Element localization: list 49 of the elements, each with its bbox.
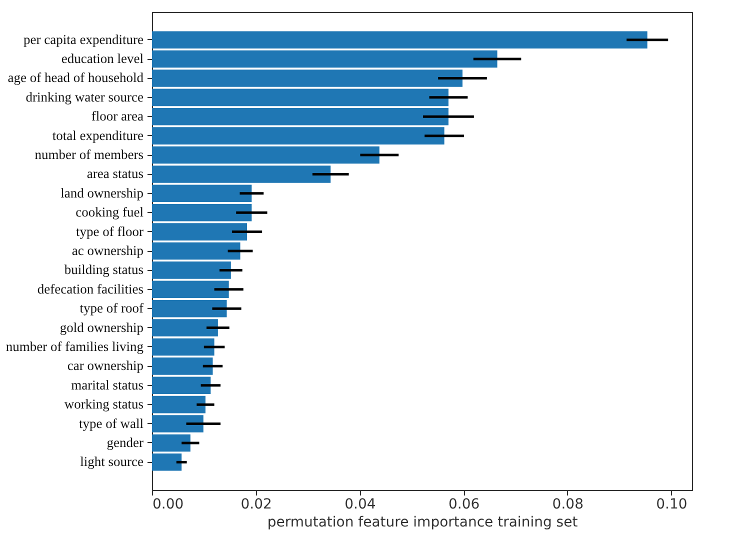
y-tick-label: building status bbox=[64, 262, 144, 278]
bar bbox=[152, 204, 252, 222]
x-tick-label: 0.08 bbox=[552, 496, 584, 512]
y-tick-label: floor area bbox=[91, 108, 144, 124]
y-tick-label: education level bbox=[61, 51, 144, 66]
y-tick-label: land ownership bbox=[60, 185, 144, 200]
y-tick-label: drinking water source bbox=[26, 89, 144, 104]
bar bbox=[152, 242, 240, 260]
bar bbox=[152, 396, 206, 414]
bar bbox=[152, 454, 182, 471]
bar bbox=[152, 31, 648, 48]
x-tick-label: 0.06 bbox=[448, 496, 480, 512]
x-axis-title: permutation feature importance training set bbox=[267, 514, 578, 530]
bar bbox=[152, 70, 462, 87]
bar bbox=[152, 223, 248, 240]
y-tick-label: light source bbox=[80, 454, 144, 470]
bar bbox=[152, 415, 204, 432]
y-tick-label: gender bbox=[106, 434, 144, 450]
bar bbox=[152, 319, 218, 336]
y-tick-label: gold ownership bbox=[60, 320, 144, 335]
y-tick-label: total expenditure bbox=[52, 128, 144, 143]
y-tick-label: defecation facilities bbox=[37, 281, 144, 296]
bar bbox=[152, 166, 331, 183]
bar bbox=[152, 50, 498, 68]
x-tick-label: 0.00 bbox=[152, 496, 184, 512]
y-tick-label: type of wall bbox=[79, 416, 144, 431]
y-tick-label: per capita expenditure bbox=[24, 32, 144, 47]
bar bbox=[152, 88, 448, 106]
bar bbox=[152, 338, 214, 356]
bar bbox=[152, 434, 190, 452]
y-tick-label: working status bbox=[64, 396, 144, 412]
y-tick-label: area status bbox=[86, 166, 144, 182]
y-tick-label: ac ownership bbox=[72, 243, 144, 258]
y-tick-label: number of families living bbox=[6, 338, 144, 354]
bar bbox=[152, 262, 231, 279]
y-tick-label: cooking fuel bbox=[76, 204, 144, 220]
bar bbox=[152, 184, 252, 202]
y-tick-label: type of floor bbox=[76, 224, 144, 239]
y-tick-label: type of roof bbox=[80, 300, 144, 316]
bar bbox=[152, 280, 229, 298]
x-tick-label: 0.04 bbox=[344, 496, 376, 512]
bar bbox=[152, 300, 227, 318]
y-tick-label: marital status bbox=[71, 377, 144, 392]
x-tick-label: 0.10 bbox=[656, 496, 688, 512]
x-tick-label: 0.02 bbox=[240, 496, 272, 512]
y-tick-label: number of members bbox=[34, 147, 144, 162]
y-tick-label: age of head of household bbox=[8, 70, 144, 86]
bar bbox=[152, 146, 380, 164]
y-tick-label: car ownership bbox=[67, 358, 144, 374]
